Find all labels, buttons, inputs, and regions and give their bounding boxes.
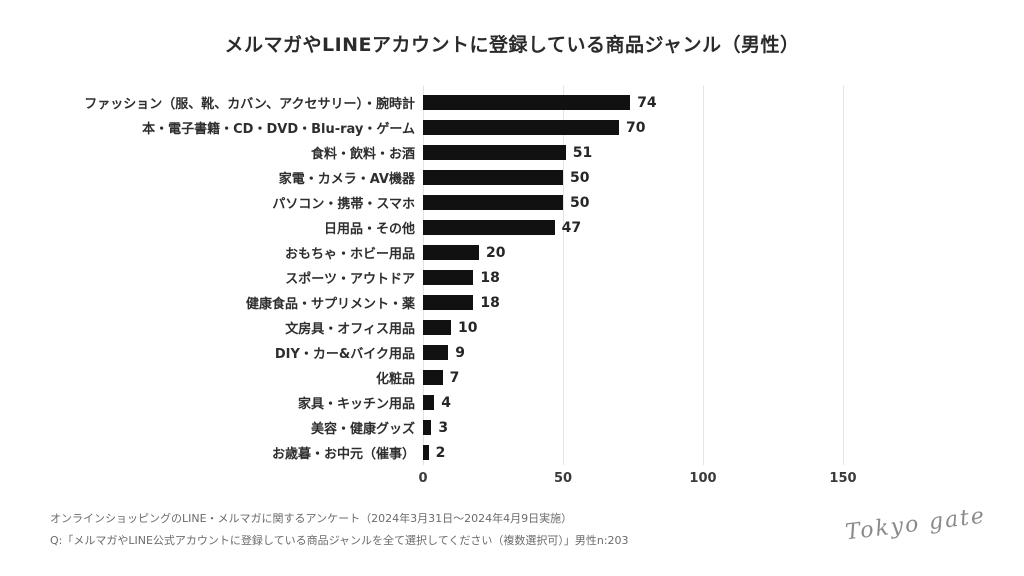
bar <box>423 145 566 160</box>
category-label: 家具・キッチン用品 <box>297 397 415 412</box>
bar-value-label: 51 <box>572 144 593 161</box>
bar-rows: ファッション（服、靴、カバン、アクセサリー）・腕時計 74 本・電子書籍・CD・DV… <box>50 90 975 465</box>
bar-row: 健康食品・サプリメント・薬 18 <box>50 290 975 315</box>
bar-track: 10 <box>423 315 975 340</box>
x-axis-tick: 150 <box>829 471 857 486</box>
bar-value-label: 47 <box>561 219 582 236</box>
bar-track: 51 <box>423 140 975 165</box>
bar-row: 家電・カメラ・AV機器 50 <box>50 165 975 190</box>
bar <box>423 245 479 260</box>
bar-track: 3 <box>423 415 975 440</box>
bar-track: 50 <box>423 190 975 215</box>
bar-row: お歳暮・お中元（催事） 2 <box>50 440 975 465</box>
category-label: 美容・健康グッズ <box>310 422 415 437</box>
category-label: パソコン・携帯・スマホ <box>272 197 415 212</box>
bar-row: 日用品・その他 47 <box>50 215 975 240</box>
bar-track: 74 <box>423 90 975 115</box>
bar <box>423 345 449 360</box>
gridline <box>563 86 564 465</box>
bar <box>423 170 563 185</box>
bar <box>423 295 474 310</box>
footer: オンラインショッピングのLINE・メルマガに関するアンケート（2024年3月31… <box>50 508 629 552</box>
bar <box>423 370 443 385</box>
bar-track: 70 <box>423 115 975 140</box>
bar-value-label: 18 <box>480 269 500 286</box>
category-label: お歳暮・お中元（催事） <box>271 447 415 462</box>
bar-value-label: 50 <box>570 169 590 186</box>
category-label: スポーツ・アウトドア <box>285 272 415 287</box>
bar <box>423 445 429 460</box>
bar-value-label: 4 <box>441 394 451 411</box>
bar-row: 美容・健康グッズ 3 <box>50 415 975 440</box>
category-label: 日用品・その他 <box>323 222 415 237</box>
bar-row: 化粧品 7 <box>50 365 975 390</box>
bar-row: ファッション（服、靴、カバン、アクセサリー）・腕時計 74 <box>50 90 975 115</box>
x-axis: 0 50 100 150 <box>418 471 868 497</box>
bar-row: 文房具・オフィス用品 10 <box>50 315 975 340</box>
bar <box>423 320 451 335</box>
gridline <box>843 86 844 465</box>
bar-row: 食料・飲料・お酒 51 <box>50 140 975 165</box>
bar-track: 50 <box>423 165 975 190</box>
gridline <box>703 86 704 465</box>
survey-note: オンラインショッピングのLINE・メルマガに関するアンケート（2024年3月31… <box>50 512 573 525</box>
bar <box>423 220 555 235</box>
category-label: 食料・飲料・お酒 <box>310 147 415 162</box>
chart-title: メルマガやLINEアカウントに登録している商品ジャンル（男性） <box>224 34 800 56</box>
bar-row: おもちゃ・ホビー用品 20 <box>50 240 975 265</box>
bar <box>423 195 563 210</box>
category-label: 家電・カメラ・AV機器 <box>278 172 415 187</box>
bar-chart: ファッション（服、靴、カバン、アクセサリー）・腕時計 74 本・電子書籍・CD・DV… <box>50 86 975 497</box>
bar-track: 2 <box>423 440 975 465</box>
bar-value-label: 18 <box>480 294 500 311</box>
bar-value-label: 10 <box>458 319 478 336</box>
bar-track: 18 <box>423 290 975 315</box>
bar-value-label: 3 <box>438 419 449 436</box>
tokyo-gate-logo: Tokyo gate <box>843 503 987 546</box>
category-label: ファッション（服、靴、カバン、アクセサリー）・腕時計 <box>84 97 415 112</box>
category-label: 本・電子書籍・CD・DVD・Blu-ray・ゲーム <box>142 122 415 137</box>
bar-value-label: 70 <box>626 119 646 136</box>
bar-row: DIY・カー&バイク用品 9 <box>50 340 975 365</box>
bar-value-label: 50 <box>570 194 590 211</box>
bar <box>423 395 435 410</box>
bar-track: 20 <box>423 240 975 265</box>
bar-track: 9 <box>423 340 975 365</box>
bar-row: スポーツ・アウトドア 18 <box>50 265 975 290</box>
bar <box>423 270 474 285</box>
chart-plot-area: ファッション（服、靴、カバン、アクセサリー）・腕時計 74 本・電子書籍・CD・DV… <box>50 86 975 465</box>
bar-value-label: 7 <box>449 369 460 386</box>
bar-track: 18 <box>423 265 975 290</box>
bar <box>423 120 619 135</box>
category-label: DIY・カー&バイク用品 <box>274 347 415 362</box>
bar-value-label: 74 <box>637 94 657 111</box>
bar-track: 47 <box>423 215 975 240</box>
category-label: 化粧品 <box>375 372 415 387</box>
x-axis-tick: 50 <box>553 471 573 486</box>
bar-row: パソコン・携帯・スマホ 50 <box>50 190 975 215</box>
bar-value-label: 2 <box>435 444 446 461</box>
category-label: 文房具・オフィス用品 <box>285 322 415 337</box>
bar-track: 7 <box>423 365 975 390</box>
bar-value-label: 9 <box>455 344 465 361</box>
survey-question: Q:「メルマガやLINE公式アカウントに登録している商品ジャンルを全て選択してく… <box>50 534 629 547</box>
x-axis-tick: 100 <box>689 471 717 486</box>
category-label: おもちゃ・ホビー用品 <box>284 247 415 262</box>
bar-row: 本・電子書籍・CD・DVD・Blu-ray・ゲーム 70 <box>50 115 975 140</box>
bar-track: 4 <box>423 390 975 415</box>
category-label: 健康食品・サプリメント・薬 <box>245 297 415 312</box>
bar <box>423 420 432 435</box>
bar-value-label: 20 <box>486 244 506 261</box>
x-axis-tick: 0 <box>418 471 428 486</box>
bar <box>423 95 631 110</box>
bar-row: 家具・キッチン用品 4 <box>50 390 975 415</box>
